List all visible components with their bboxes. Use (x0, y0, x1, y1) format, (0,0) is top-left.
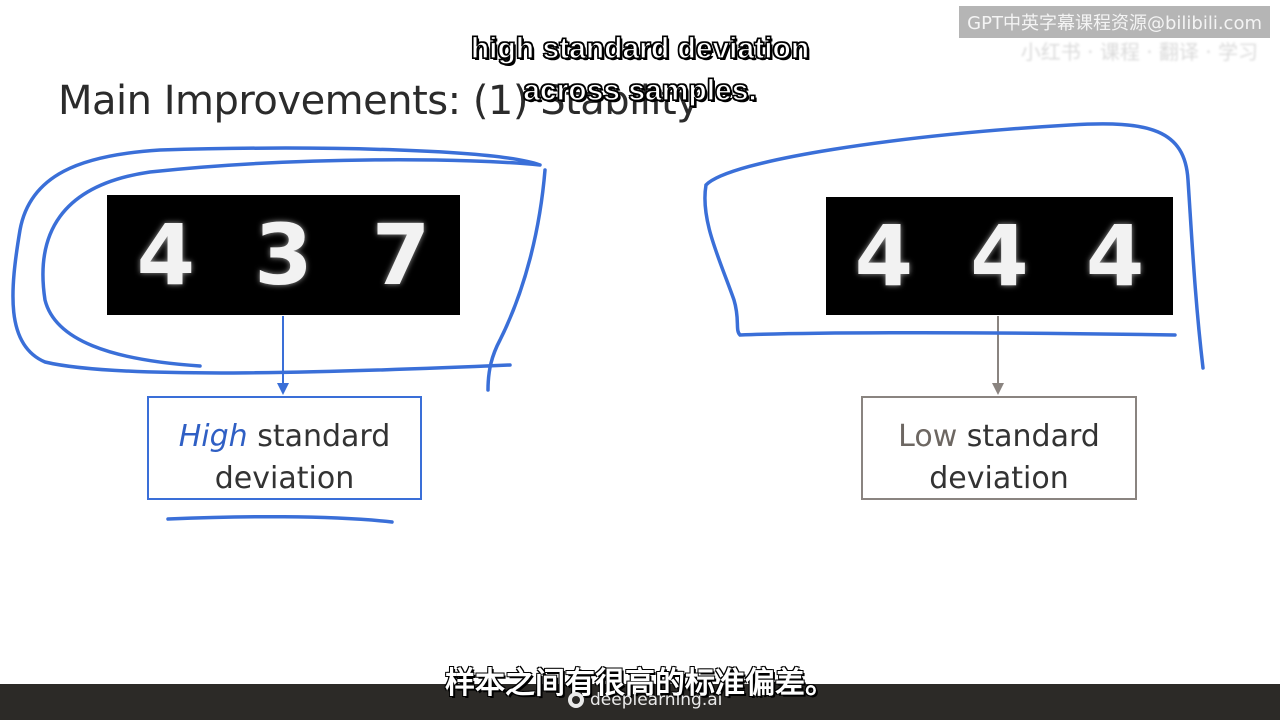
right-digit-3: 4 (1085, 207, 1145, 305)
english-subtitle: high standard deviation across samples. (0, 28, 1280, 112)
low-std-box: Low standard deviation (861, 396, 1137, 500)
right-digit-1: 4 (854, 207, 914, 305)
right-digit-2: 4 (970, 207, 1029, 305)
right-arrow-head (992, 383, 1004, 395)
high-std-box: High standard deviation (147, 396, 422, 500)
left-digit-3: 7 (371, 206, 431, 304)
deeplearning-logo-icon (568, 692, 584, 708)
high-std-rest: standard (247, 419, 391, 454)
low-std-rest: standard (957, 419, 1100, 454)
bottom-bar (0, 684, 1280, 720)
left-digit-1: 4 (136, 206, 196, 304)
left-pen-underline-2 (166, 514, 394, 524)
english-subtitle-line-1: high standard deviation (470, 31, 810, 65)
watermark-ghost-text: 小红书 · 课程 · 翻译 · 学习 (1020, 40, 1258, 64)
low-std-line-2: deviation (929, 461, 1069, 496)
chinese-subtitle: 样本之间有很高的标准偏差。 (445, 666, 835, 701)
high-std-line-2: deviation (214, 461, 355, 496)
english-subtitle-line-2: across samples. (523, 73, 758, 107)
left-arrow-head (277, 383, 289, 395)
slide-title: Main Improvements: (1) Stability (58, 78, 700, 124)
watermark-badge: GPT中英字幕课程资源@bilibili.com (959, 6, 1270, 38)
low-std-emphasis: Low (898, 419, 958, 454)
left-digit-2: 3 (254, 206, 313, 304)
left-samples-panel: 4 3 7 (107, 195, 460, 315)
brand-name: deeplearning.ai (590, 690, 723, 710)
low-std-line-1: Low standard (863, 416, 1135, 458)
high-std-line-1: High standard (149, 416, 420, 458)
brand: deeplearning.ai (568, 690, 722, 710)
high-std-emphasis: High (178, 419, 248, 454)
right-samples-panel: 4 4 4 (826, 197, 1173, 315)
